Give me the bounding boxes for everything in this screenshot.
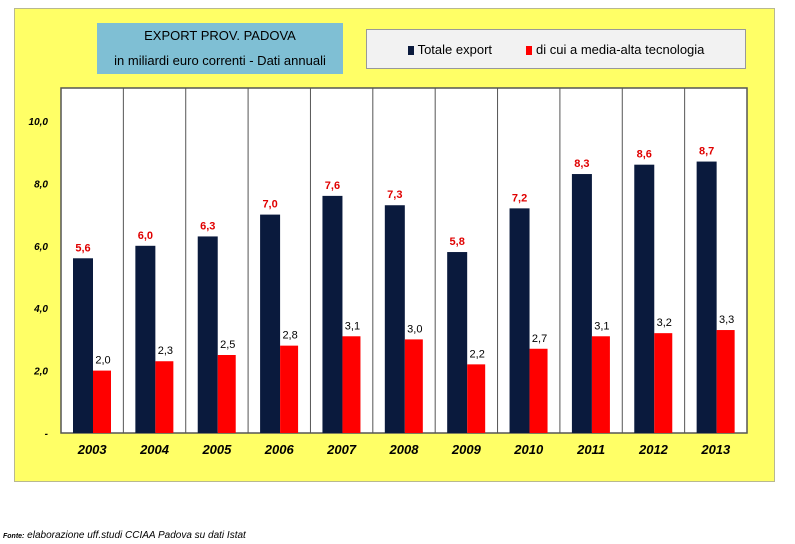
bar-media-alta-tecnologia — [467, 364, 486, 433]
bar-totale-export — [73, 258, 93, 433]
legend-item-totale: Totale export — [407, 42, 492, 57]
bar-media-alta-tecnologia — [654, 333, 673, 433]
bar-media-alta-tecnologia — [404, 339, 423, 433]
bar-media-alta-tecnologia — [716, 330, 735, 433]
bar-totale-export — [696, 161, 717, 433]
data-label-tecnologia: 2,0 — [95, 355, 110, 367]
bar-media-alta-tecnologia — [93, 370, 111, 433]
bar-totale-export — [384, 205, 405, 433]
y-tick-label: 2,0 — [33, 367, 48, 378]
x-tick-label: 2012 — [638, 442, 669, 457]
bar-media-alta-tecnologia — [591, 336, 610, 433]
data-label-totale: 6,0 — [138, 230, 153, 242]
bar-totale-export — [260, 214, 281, 433]
data-label-totale: 8,3 — [574, 158, 589, 170]
data-label-tecnologia: 2,2 — [470, 348, 485, 360]
source-note: Fonte: elaborazione uff.studi CCIAA Pado… — [3, 530, 246, 541]
data-label-totale: 5,6 — [75, 242, 90, 254]
data-label-tecnologia: 2,5 — [220, 339, 235, 351]
bar-totale-export — [509, 208, 530, 433]
y-tick-label: 8,0 — [34, 179, 48, 190]
legend-item-tecnologia: di cui a media-alta tecnologia — [526, 42, 704, 57]
x-tick-label: 2013 — [700, 442, 731, 457]
data-label-tecnologia: 3,1 — [594, 320, 609, 332]
bar-totale-export — [634, 164, 655, 433]
data-label-tecnologia: 2,8 — [282, 330, 297, 342]
x-tick-label: 2009 — [451, 442, 482, 457]
data-label-totale: 7,6 — [325, 180, 340, 192]
bar-totale-export — [571, 174, 592, 434]
data-label-totale: 7,0 — [262, 199, 277, 211]
chart-subtitle: in miliardi euro correnti - Dati annuali — [114, 53, 326, 68]
bar-media-alta-tecnologia — [217, 355, 236, 433]
data-label-totale: 7,2 — [512, 192, 527, 204]
data-label-tecnologia: 3,2 — [657, 317, 672, 329]
chart-title: EXPORT PROV. PADOVA — [144, 28, 296, 43]
bar-media-alta-tecnologia — [280, 345, 299, 433]
data-label-tecnologia: 2,3 — [158, 345, 173, 357]
chart-title-box: EXPORT PROV. PADOVA in miliardi euro cor… — [97, 23, 343, 74]
y-tick-label: - — [45, 429, 49, 440]
data-label-tecnologia: 3,0 — [407, 323, 422, 335]
bar-media-alta-tecnologia — [342, 336, 361, 433]
x-tick-label: 2011 — [576, 442, 605, 457]
data-label-totale: 6,3 — [200, 220, 215, 232]
x-tick-label: 2008 — [389, 442, 420, 457]
data-label-totale: 8,7 — [699, 146, 714, 158]
data-label-tecnologia: 3,3 — [719, 314, 734, 326]
x-tick-label: 2003 — [77, 442, 108, 457]
x-tick-label: 2005 — [201, 442, 232, 457]
legend: Totale export di cui a media-alta tecnol… — [366, 29, 746, 69]
x-tick-label: 2004 — [139, 442, 170, 457]
y-tick-label: 4,0 — [33, 304, 48, 315]
bar-totale-export — [197, 236, 218, 433]
legend-swatch-tecnologia — [526, 45, 533, 55]
bar-totale-export — [135, 245, 156, 433]
legend-swatch-totale — [407, 45, 414, 55]
data-label-totale: 7,3 — [387, 189, 402, 201]
data-label-tecnologia: 2,7 — [532, 333, 547, 345]
data-label-totale: 5,8 — [450, 236, 465, 248]
x-tick-label: 2010 — [513, 442, 544, 457]
data-label-totale: 8,6 — [637, 149, 652, 161]
bar-media-alta-tecnologia — [155, 361, 174, 433]
x-tick-label: 2007 — [326, 442, 357, 457]
bar-media-alta-tecnologia — [529, 348, 548, 433]
y-tick-label: 6,0 — [34, 242, 48, 253]
y-tick-label: 10,0 — [29, 117, 49, 128]
bar-totale-export — [322, 195, 343, 433]
bar-totale-export — [447, 252, 468, 433]
x-tick-label: 2006 — [264, 442, 295, 457]
data-label-tecnologia: 3,1 — [345, 320, 360, 332]
